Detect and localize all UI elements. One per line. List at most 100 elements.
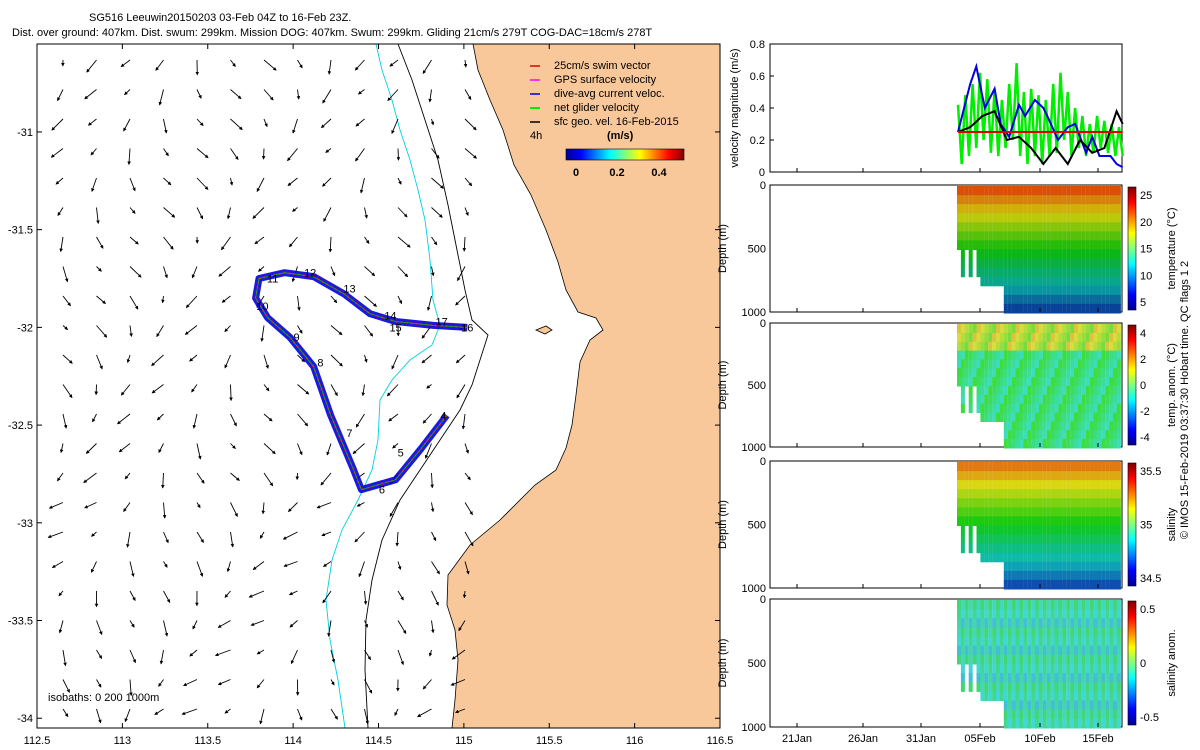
section-cell [1042, 471, 1047, 481]
section-cell [1031, 609, 1036, 619]
section-cell [1066, 673, 1071, 683]
section-cell [1089, 609, 1094, 619]
velocity-arrow [161, 295, 165, 304]
section-colorbar-label: salinity [1166, 507, 1178, 541]
section-cell [1035, 213, 1039, 223]
velocity-arrow [464, 561, 470, 575]
section-cell [1070, 664, 1075, 674]
section-y-tick-label: 0 [760, 318, 766, 330]
x-tick-label: 115.5 [536, 735, 563, 747]
section-cell [1089, 204, 1094, 214]
section-cell [1027, 462, 1032, 472]
section-cell [1077, 231, 1082, 241]
section-cell [1007, 691, 1012, 701]
section-cell [1066, 350, 1071, 360]
velocity-arrow [426, 384, 432, 389]
section-cell [1077, 534, 1082, 545]
section-cell [1042, 430, 1047, 440]
section-cell [1023, 303, 1028, 314]
velocity-arrow [462, 590, 467, 599]
section-colorbar-tick: -0.5 [1140, 712, 1159, 724]
section-cell [957, 618, 961, 628]
section-cell [984, 498, 989, 508]
section-cell [1077, 303, 1082, 314]
section-cell [1058, 600, 1063, 610]
section-cell [1003, 480, 1008, 490]
section-cell [1062, 368, 1067, 378]
x-tick-label: 115 [455, 735, 473, 747]
section-cell [1066, 195, 1071, 205]
section-cell [972, 332, 977, 343]
section-cell [1105, 516, 1110, 526]
section-cell [1062, 285, 1067, 296]
section-cell [1097, 412, 1102, 422]
section-cell [1050, 403, 1055, 414]
section-cell [1074, 718, 1078, 729]
velocity-arrow [364, 236, 370, 244]
section-cell [999, 267, 1004, 278]
section-cell [1046, 489, 1051, 499]
section-cell [1093, 618, 1098, 628]
section-cell [1066, 377, 1071, 387]
section-cell [1007, 359, 1012, 369]
section-cell [1046, 654, 1051, 665]
section-cell [1097, 359, 1102, 369]
section-cell [1081, 636, 1086, 647]
section-cell [1050, 285, 1055, 296]
section-cell [1093, 600, 1098, 610]
section-cell [968, 231, 973, 241]
section-cell [992, 516, 997, 526]
section-cell [1113, 489, 1117, 499]
section-cell [1015, 204, 1020, 214]
section-cell [1019, 332, 1024, 343]
velocity-arrow [388, 413, 399, 422]
section-cell [1003, 618, 1008, 628]
section-cell [1085, 700, 1090, 711]
section-cell [1058, 324, 1063, 334]
section-cell [992, 222, 997, 232]
velocity-arrow [256, 679, 265, 689]
section-cell [1035, 709, 1039, 720]
section-cell [964, 240, 969, 250]
section-cell [1003, 249, 1008, 260]
section-cell [1038, 552, 1043, 563]
section-cell [1003, 439, 1008, 449]
section-cell [1038, 240, 1043, 250]
section-cell [1019, 543, 1024, 554]
section-cell [1062, 332, 1067, 343]
section-cell [1085, 498, 1090, 508]
section-cell [1050, 186, 1055, 196]
section-cell [1007, 507, 1012, 517]
section-cell [1007, 213, 1012, 223]
section-cell [1046, 403, 1051, 414]
section-cell [1019, 534, 1024, 545]
section-cell [1050, 222, 1055, 232]
section-cell [1085, 421, 1090, 431]
section-cell [968, 673, 973, 683]
section-cell [1035, 534, 1039, 545]
section-cell [1050, 525, 1055, 536]
velocity-arrow [417, 708, 432, 718]
section-cell [968, 525, 973, 536]
section-cell [1007, 412, 1012, 422]
section-cell [988, 552, 993, 563]
section-cell [1101, 636, 1106, 647]
section-cell [1074, 240, 1078, 250]
section-cell [972, 195, 977, 205]
section-cell [1109, 673, 1114, 683]
section-cell [1062, 480, 1067, 490]
section-cell [1089, 368, 1094, 378]
section-cell [1015, 394, 1020, 405]
section-cell [980, 600, 985, 610]
section-cell [1031, 471, 1036, 481]
section-cell [988, 204, 993, 214]
section-cell [1109, 609, 1114, 619]
section-cell [1015, 570, 1020, 581]
section-cell [972, 350, 977, 360]
section-cell [1062, 498, 1067, 508]
section-cell [1042, 627, 1047, 637]
section-cell [1050, 516, 1055, 526]
section-cell [1015, 498, 1020, 508]
section-colorbar-tick: 35.5 [1140, 466, 1161, 478]
velocity-arrow [263, 89, 274, 101]
